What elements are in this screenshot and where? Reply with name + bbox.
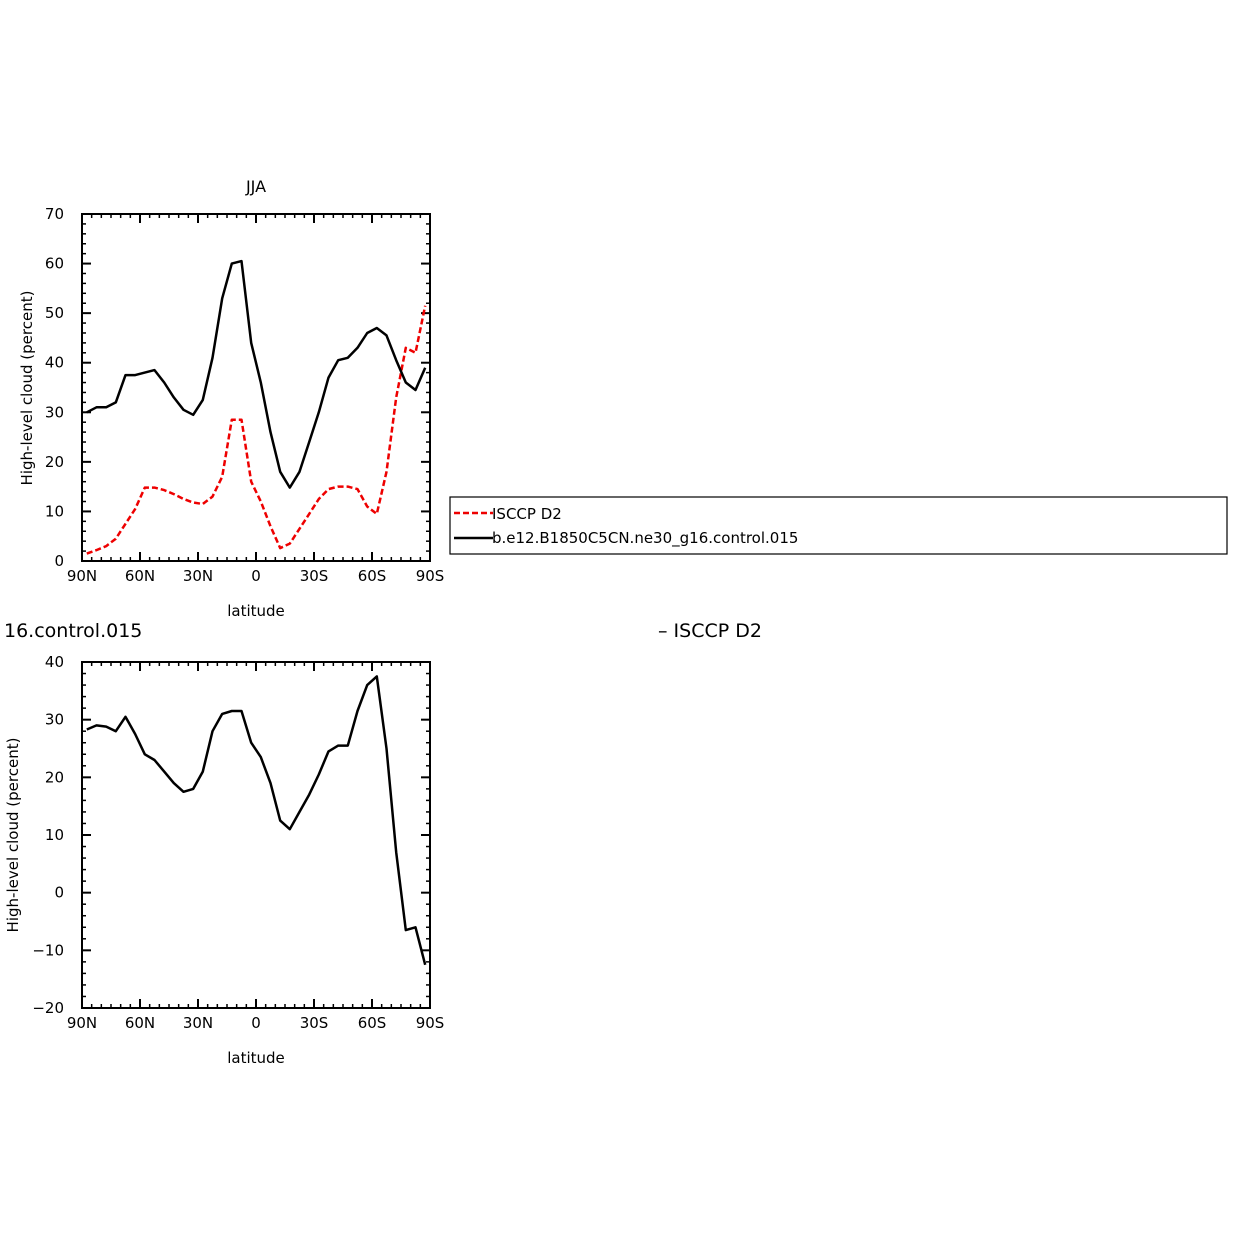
axis-ticks: 90N 60N 30N 0 30S 60S 90S 0 10 20 30 40 50 60 70 — [45, 205, 444, 585]
legend: ISCCP D2 b.e12.B1850C5CN.ne30_g16.contro… — [449, 496, 1228, 555]
plot-frame — [81, 661, 431, 1009]
legend-label-model: b.e12.B1850C5CN.ne30_g16.control.015 — [492, 529, 798, 548]
y-tick-label: 10 — [45, 502, 64, 520]
y-axis-label: High-level cloud (percent) — [4, 738, 22, 933]
x-tick-label: 30S — [300, 567, 329, 585]
series-lines — [86, 675, 427, 966]
y-tick-label: 20 — [45, 768, 64, 786]
x-tick-label: 30S — [300, 1014, 329, 1032]
x-tick-label: 60N — [125, 1014, 155, 1032]
chart-title: JJA — [245, 177, 266, 196]
series-line-isccp — [86, 305, 427, 555]
difference-title-right-fragment: – ISCCP D2 — [658, 620, 762, 642]
y-tick-label: 0 — [54, 884, 64, 902]
y-tick-label: 30 — [45, 711, 64, 729]
x-tick-label: 60S — [358, 567, 387, 585]
x-tick-label: 90N — [67, 1014, 97, 1032]
x-tick-label: 60N — [125, 567, 155, 585]
y-tick-label: 70 — [45, 205, 64, 223]
chart-difference-high-level-cloud: High-level cloud (percent) latitude 90N 6… — [4, 653, 444, 1067]
y-tick-label: 30 — [45, 403, 64, 421]
x-tick-label: 90N — [67, 567, 97, 585]
legend-label-isccp: ISCCP D2 — [492, 505, 562, 523]
y-tick-label: 0 — [54, 552, 64, 570]
x-tick-label: 90S — [416, 567, 445, 585]
y-tick-label: 40 — [45, 354, 64, 372]
series-line-model — [86, 675, 427, 966]
x-tick-label: 0 — [251, 1014, 261, 1032]
y-tick-label: 50 — [45, 304, 64, 322]
x-axis-label: latitude — [227, 602, 285, 620]
x-axis-label: latitude — [227, 1049, 285, 1067]
y-tick-label: 60 — [45, 255, 64, 273]
series-lines — [86, 259, 427, 555]
series-line-model — [86, 259, 427, 489]
chart-jja-high-level-cloud: JJA High-level cloud (percent) latitude … — [18, 177, 444, 620]
x-tick-label: 30N — [183, 1014, 213, 1032]
y-tick-label: 40 — [45, 653, 64, 671]
plot-frame — [81, 213, 431, 562]
x-tick-label: 90S — [416, 1014, 445, 1032]
x-tick-label: 60S — [358, 1014, 387, 1032]
y-axis-label: High-level cloud (percent) — [18, 291, 36, 486]
difference-title-left-fragment: 16.control.015 — [4, 620, 142, 642]
legend-box — [449, 496, 1228, 555]
x-tick-label: 30N — [183, 567, 213, 585]
x-tick-label: 0 — [251, 567, 261, 585]
y-tick-label: −20 — [32, 999, 64, 1017]
y-tick-label: 10 — [45, 826, 64, 844]
y-tick-label: −10 — [32, 941, 64, 959]
y-tick-label: 20 — [45, 453, 64, 471]
